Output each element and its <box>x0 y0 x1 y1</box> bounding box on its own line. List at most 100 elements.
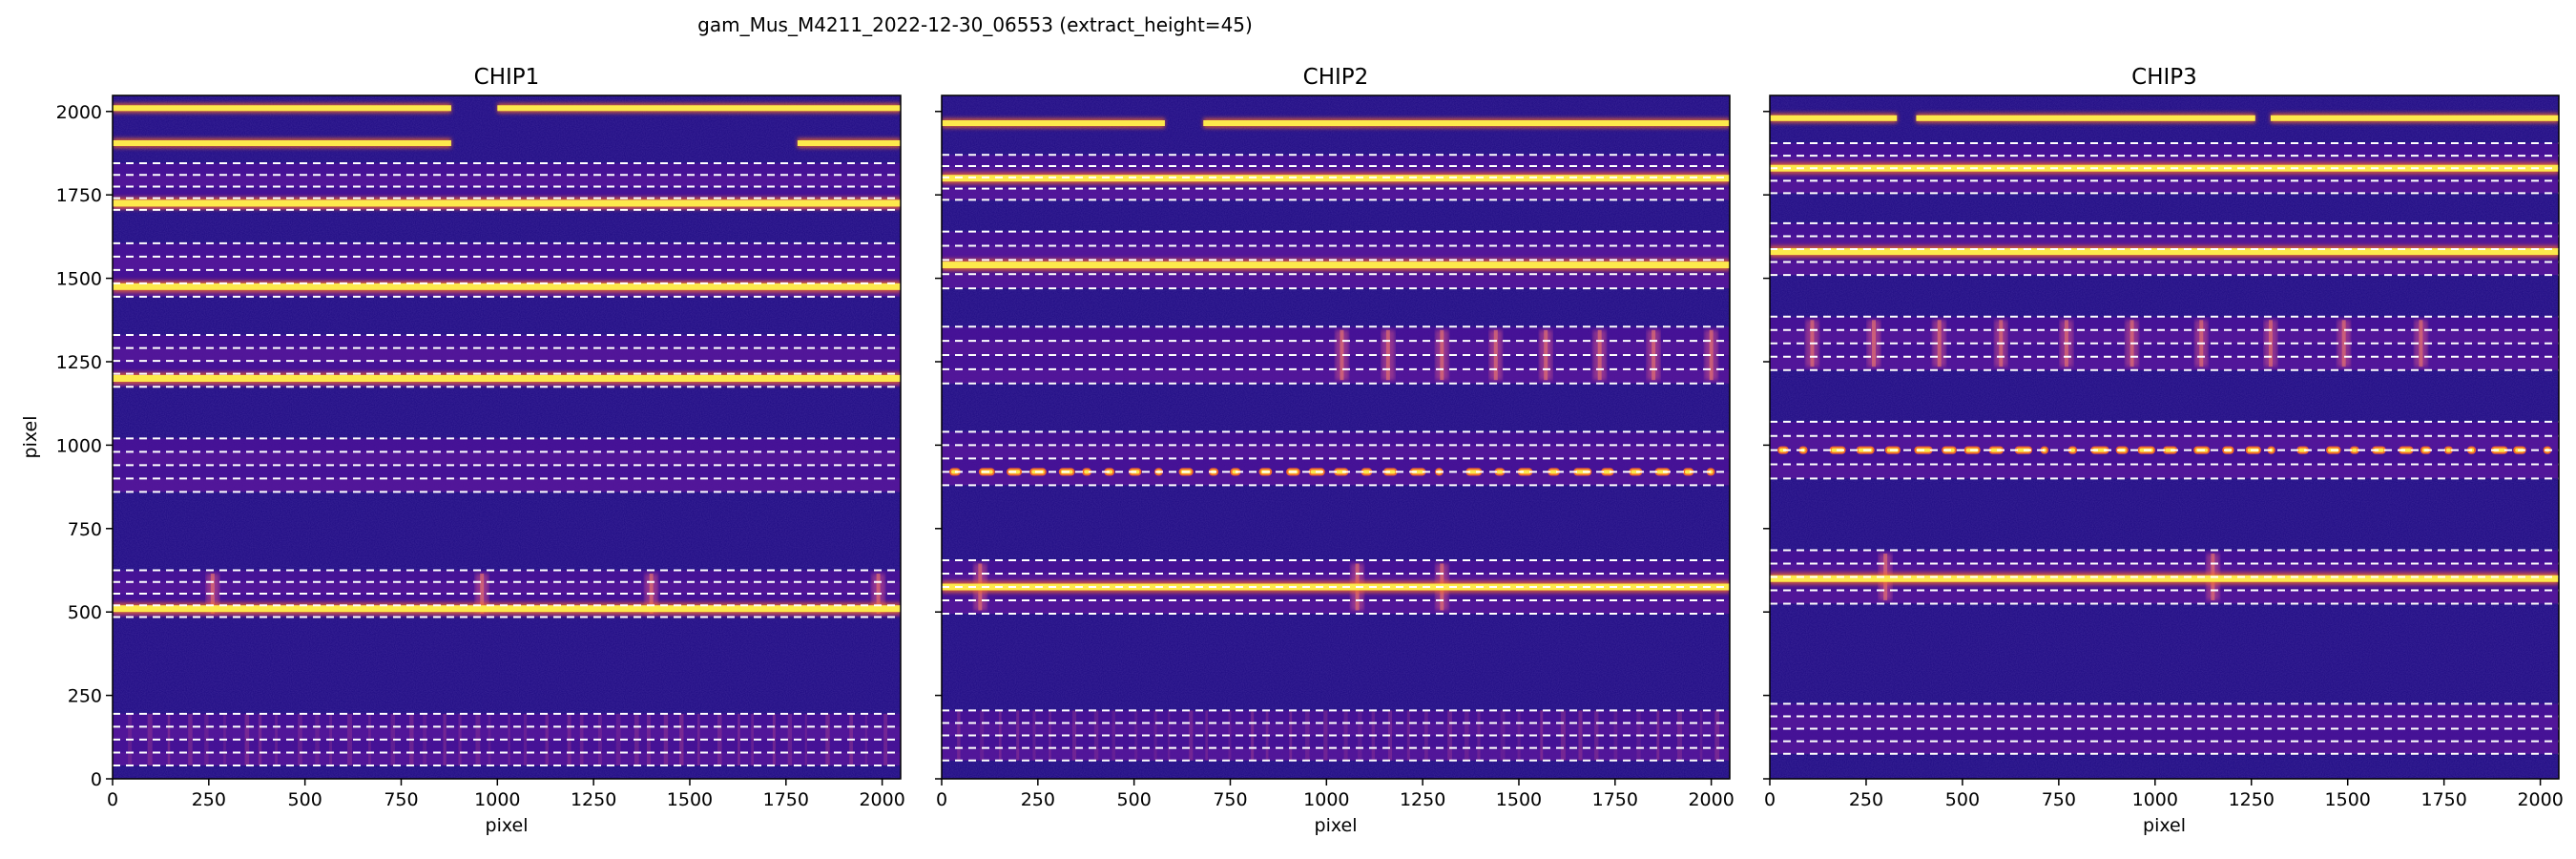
order-subband <box>1770 329 2559 344</box>
order-subband <box>942 747 1730 761</box>
fringe-line <box>347 713 353 766</box>
order-subband <box>113 175 901 187</box>
x-axis-label: pixel <box>486 815 529 836</box>
order-trace <box>113 374 901 382</box>
fringe-line <box>1016 710 1020 761</box>
top-trace <box>942 120 1165 127</box>
emission-line-core <box>1709 329 1714 381</box>
order-trace <box>1770 248 2559 256</box>
axes-frame <box>1769 94 2560 780</box>
x-tick-label: 500 <box>1945 789 1980 810</box>
trace-segment-core <box>1732 470 1745 473</box>
y-tick-label: 1750 <box>56 185 102 206</box>
order-trace <box>942 262 1730 269</box>
order-trace <box>113 283 901 290</box>
x-tick-label: 0 <box>936 789 947 810</box>
order-subband <box>113 347 901 362</box>
order-trace <box>113 199 901 207</box>
x-tick-label: 1000 <box>474 789 520 810</box>
fringe-line <box>737 713 740 766</box>
order-subband <box>942 166 1730 178</box>
order-subband <box>1770 464 2559 479</box>
detector-image <box>942 95 1745 779</box>
fringe-line <box>615 713 621 766</box>
x-tick-label: 1500 <box>2325 789 2371 810</box>
x-tick-label: 750 <box>1213 789 1247 810</box>
fringe-line <box>804 713 807 766</box>
fringe-line <box>679 713 684 766</box>
y-tick-label: 1000 <box>56 435 102 456</box>
x-tick-label: 250 <box>1849 789 1883 810</box>
order-subband <box>942 723 1730 736</box>
x-tick-label: 1500 <box>1496 789 1542 810</box>
x-tick-label: 0 <box>1764 789 1776 810</box>
fringe-line <box>883 713 888 766</box>
x-tick-label: 250 <box>1021 789 1055 810</box>
chip1-panel: CHIP1 0 250 500 750 1000 1250 1500 1750 2000 0 250 5… <box>20 65 905 836</box>
y-tick-label: 1250 <box>56 352 102 373</box>
order-subband <box>113 451 901 466</box>
order-trace <box>113 605 901 613</box>
emission-line-core <box>1340 329 1344 381</box>
top-trace <box>1203 120 1730 127</box>
top-trace <box>2270 115 2559 121</box>
order-trace <box>1770 575 2559 582</box>
x-tick-label: 2000 <box>1688 789 1734 810</box>
fringe-line <box>1656 710 1660 761</box>
top-trace <box>113 139 451 146</box>
x-axis-label: pixel <box>1315 815 1358 836</box>
order-subband <box>942 188 1730 200</box>
emission-line-core <box>2341 320 2346 367</box>
order-subband <box>942 445 1730 459</box>
x-tick-label: 1250 <box>2229 789 2275 810</box>
y-tick-label: 2000 <box>56 102 102 123</box>
y-tick-label: 0 <box>91 769 102 790</box>
x-tick-label: 750 <box>384 789 418 810</box>
x-tick-label: 0 <box>107 789 118 810</box>
y-tick-label: 1500 <box>56 269 102 290</box>
order-subband <box>942 274 1730 289</box>
y-tick-label: 250 <box>68 686 102 707</box>
trace-segment-core <box>2445 448 2451 452</box>
order-subband <box>113 752 901 766</box>
x-tick-label: 1750 <box>763 789 809 810</box>
trace-segment-core <box>1549 470 1558 474</box>
order-subband <box>1770 590 2559 604</box>
fringe-line <box>1071 710 1077 761</box>
x-tick-label: 1750 <box>2420 789 2466 810</box>
order-subband <box>942 599 1730 614</box>
fringe-line <box>188 713 193 766</box>
x-axis-label: pixel <box>2143 815 2186 836</box>
x-tick-label: 2000 <box>2517 789 2563 810</box>
fringe-line <box>787 713 793 766</box>
detector-image <box>1770 95 2559 779</box>
x-tick-label: 1000 <box>2132 789 2178 810</box>
x-tick-label: 1000 <box>1303 789 1349 810</box>
x-tick-label: 1250 <box>1400 789 1445 810</box>
fringe-line <box>1205 710 1209 761</box>
fringe-line <box>751 713 754 766</box>
order-subband <box>113 726 901 740</box>
x-tick-label: 750 <box>2042 789 2076 810</box>
fringe-line <box>1406 710 1410 761</box>
fringe-line <box>1189 710 1194 761</box>
order-subband <box>1770 262 2559 276</box>
x-tick-label: 500 <box>288 789 322 810</box>
axes-frame <box>112 94 902 780</box>
y-axis-label: pixel <box>20 416 41 459</box>
top-trace <box>1770 115 1898 121</box>
x-tick-label: 1250 <box>571 789 616 810</box>
top-trace <box>797 139 901 146</box>
fringe-line <box>443 713 447 766</box>
x-tick-label: 1750 <box>1592 789 1638 810</box>
order-subband <box>113 256 901 270</box>
fringe-line <box>523 713 528 766</box>
figure-suptitle: gam_Mus_M4211_2022-12-30_06553 (extract_… <box>697 13 1253 36</box>
fringe-line <box>1699 710 1703 761</box>
axes-frame <box>941 94 1731 780</box>
order-subband <box>113 478 901 492</box>
emission-line-core <box>480 573 485 614</box>
emission-line-core <box>1872 320 1877 367</box>
panel-title: CHIP3 <box>2131 65 2197 90</box>
